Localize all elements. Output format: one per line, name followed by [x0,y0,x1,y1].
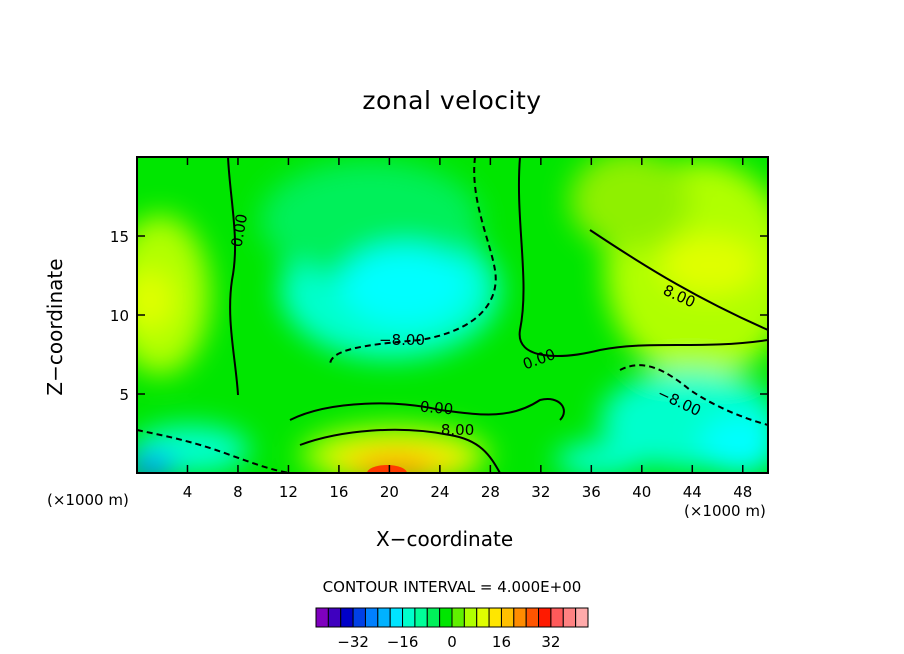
field-blob [660,235,760,295]
colorbar-swatch [550,607,564,628]
x-tick-label: 20 [380,483,399,501]
colorbar-swatch [488,607,502,628]
x-tick-label: 4 [183,483,193,501]
x-axis-label: X−coordinate [376,527,514,551]
colorbar-swatch [525,607,540,628]
field-blob [137,270,175,330]
contour-interval-text: CONTOUR INTERVAL = 4.000E+00 [322,578,582,596]
field-blob [137,454,175,473]
x-tick-label: 24 [430,483,449,501]
colorbar-swatch [562,607,577,628]
colorbar-swatch [414,607,428,628]
colorbar-label: 16 [492,633,511,651]
x-tick-label: 36 [582,483,601,501]
contour-neg8 [329,157,497,366]
colorbar-label: −16 [387,633,419,651]
colorbar-swatch [389,607,404,628]
contour-label: −8.00 [379,331,425,349]
contour-neg8-left [137,429,291,473]
colorbar-swatch [538,607,552,628]
contour-pos8-lower [299,428,501,473]
colorbar-swatch [364,607,379,628]
velocity-field [137,157,768,473]
contour-label: 8.00 [441,421,474,439]
x-tick-label: 16 [329,483,348,501]
contour-neg8-right [619,364,768,426]
colorbar-label: 32 [541,633,560,651]
colorbar-swatch [500,607,515,628]
colorbar-label: 0 [447,633,457,651]
field-blob [555,442,645,473]
field-blob [700,415,768,473]
colorbar-swatch [352,607,366,628]
colorbar-swatch [575,607,589,628]
x-tick-label: 28 [481,483,500,501]
contour-label: 0.00 [419,398,454,419]
colorbar-swatch [513,607,527,628]
colorbar-label: −32 [337,633,369,651]
x-tick-label: 12 [279,483,298,501]
x-tick-label: 32 [531,483,550,501]
y-tick-label: 10 [110,307,129,325]
x-unit-right: (×1000 m) [684,502,766,520]
x-tick-label: 8 [233,483,243,501]
chart-title: zonal velocity [362,86,542,115]
y-tick-label: 15 [110,228,129,246]
colorbar-swatch [476,607,490,628]
contour-label: 0.00 [228,212,252,248]
colorbar-swatch [315,607,329,628]
x-tick-label: 48 [733,483,752,501]
field-core [367,465,407,473]
contour-zero-right [517,157,768,357]
contour-pos8 [589,229,768,331]
x-ticks: 4 8 12 16 20 24 28 32 36 40 44 48 [183,157,752,501]
x-unit-left: (×1000 m) [47,491,129,509]
y-tick-label: 5 [119,386,129,404]
colorbar-swatch [377,607,391,628]
colorbar-swatch [463,607,478,628]
colorbar-swatch [439,607,453,628]
colorbar-swatch [451,607,465,628]
field-blob [340,245,470,325]
colorbar-swatch [340,607,354,628]
colorbar-swatch [426,607,441,628]
colorbar-swatch [327,607,342,628]
contour-lines [137,157,768,473]
contour-zero [227,157,239,396]
y-ticks: 5 10 15 [110,228,768,404]
contour-zero-lower [289,398,565,421]
field-blob [570,157,690,250]
x-tick-label: 44 [683,483,702,501]
colorbar-swatch [402,607,416,628]
colorbar: −32 −16 0 16 32 [315,607,589,651]
x-tick-label: 40 [632,483,651,501]
